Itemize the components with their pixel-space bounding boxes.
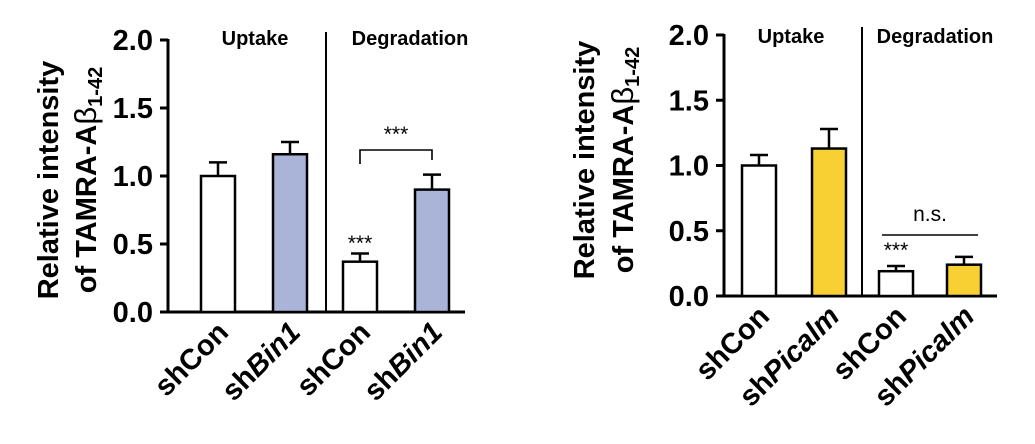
bar	[810, 147, 848, 298]
bracket-label: n.s.	[913, 203, 947, 226]
y-tick-label: 1.0	[113, 161, 153, 193]
x-tick-gene: Picalm	[757, 300, 846, 389]
y-axis-label-greek: β	[605, 87, 640, 105]
y-axis-label-prefix: of TAMRA-A	[71, 125, 103, 294]
y-axis-label-line1: Relative intensity	[569, 41, 601, 280]
significance-label: ***	[348, 232, 373, 255]
y-axis-label-prefix: of TAMRA-A	[608, 105, 640, 274]
y-axis-label-line2: of TAMRA-Aβ1-42	[68, 67, 107, 293]
bar	[945, 263, 983, 298]
y-axis-label-line1: Relative intensity	[33, 61, 65, 300]
y-axis-label-line2: of TAMRA-Aβ1-42	[605, 47, 644, 273]
x-tick-label: shBin1	[216, 316, 307, 407]
y-axis-label-subscript: 1-42	[622, 47, 644, 87]
region-label-uptake: Uptake	[222, 28, 289, 50]
y-tick-label: 0.5	[113, 229, 153, 261]
y-tick-label: 0.0	[113, 297, 153, 329]
bar	[341, 260, 379, 314]
y-tick-label: 0.5	[669, 216, 709, 248]
chart-panel-1: 0.0 0.5 1.0 1.5 2.0 Uptake Degradation *** *** sh…	[33, 25, 468, 407]
bar	[199, 174, 237, 314]
chart-panel-2: 0.00.51.01.52.0 Uptake Degradation***n.s.s…	[569, 20, 997, 413]
significance-label: ***	[884, 239, 909, 262]
y-tick-label: 1.0	[669, 151, 709, 183]
bar	[271, 152, 309, 314]
bar	[877, 269, 915, 298]
x-tick-gene: Picalm	[892, 300, 981, 389]
region-label-degradation: Degradation	[352, 28, 469, 50]
bar	[740, 164, 778, 298]
y-tick-label: 2.0	[113, 25, 153, 57]
y-axis-label-greek: β	[68, 107, 103, 125]
region-label-uptake: Uptake	[758, 26, 825, 48]
bar	[413, 188, 451, 314]
y-tick-label: 0.0	[669, 281, 709, 313]
y-tick-label: 1.5	[113, 93, 153, 125]
region-label-degradation: Degradation	[877, 26, 994, 48]
y-axis-label-subscript: 1-42	[85, 67, 107, 107]
y-tick-label: 1.5	[669, 85, 709, 117]
x-tick-label: shBin1	[358, 316, 449, 407]
bracket-label: ***	[384, 123, 409, 146]
y-tick-label: 2.0	[669, 20, 709, 52]
bracket-line	[359, 149, 433, 164]
